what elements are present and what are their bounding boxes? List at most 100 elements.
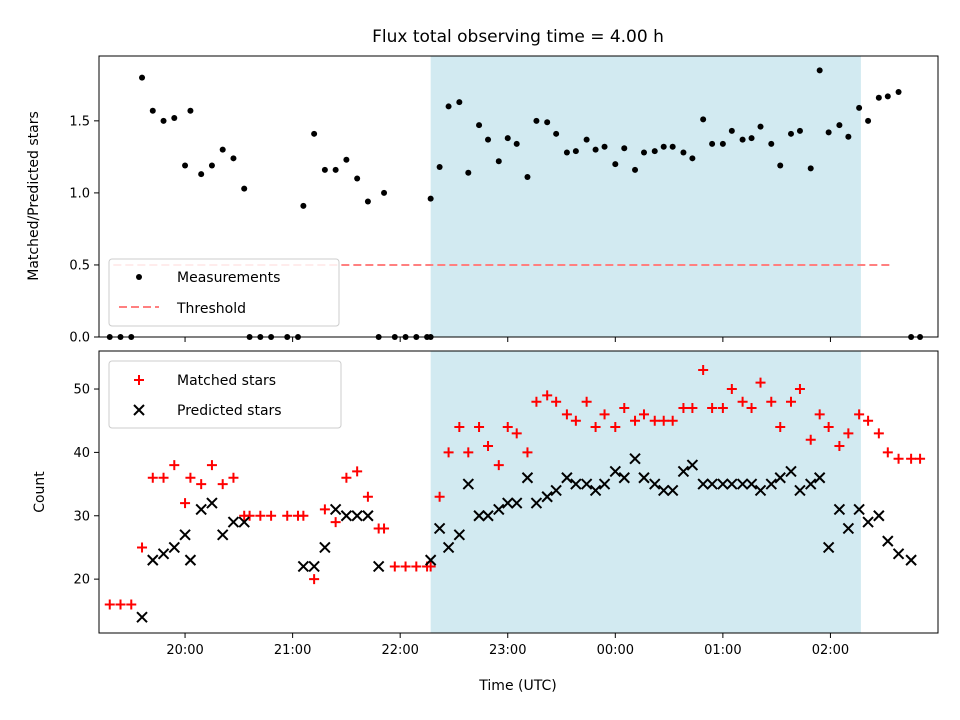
matched-star-point — [834, 441, 845, 452]
top-panel: 0.0 0.5 1.0 1.5 Measurements Threshold — [69, 55, 939, 346]
predicted-star-point — [351, 510, 363, 522]
predicted-star-point — [658, 484, 670, 497]
predicted-star-point — [580, 478, 593, 490]
predicted-star-point — [473, 510, 485, 522]
matched-star-point — [726, 384, 737, 395]
predicted-star-point — [629, 453, 641, 465]
measurement-point — [553, 130, 560, 137]
bottom-y-tick-label: 20 — [73, 573, 90, 588]
matched-star-point — [531, 396, 542, 407]
predicted-star-point — [785, 465, 797, 478]
predicted-star-point — [442, 541, 455, 554]
predicted-star-point — [842, 522, 855, 535]
predicted-star-point — [482, 510, 494, 522]
matched-star-point — [228, 472, 239, 483]
matched-star-point — [244, 510, 255, 521]
bottom-x-tick-label: 00:00 — [597, 643, 634, 658]
measurement-point — [875, 94, 882, 101]
matched-star-point — [309, 574, 320, 585]
top-y-tick-label: 0.5 — [69, 258, 90, 273]
predicted-star-point — [179, 529, 191, 541]
matched-star-point — [319, 504, 330, 515]
measurement-point — [198, 171, 205, 178]
legend-threshold-label: Threshold — [176, 301, 246, 317]
predicted-star-point — [765, 478, 777, 490]
matched-star-point — [379, 523, 390, 534]
predicted-star-point — [462, 478, 475, 490]
bottom-frame — [98, 350, 939, 634]
measurement-point — [332, 166, 339, 173]
measurement-point — [171, 114, 178, 121]
matched-star-point — [474, 422, 485, 433]
predicted-star-point — [541, 491, 553, 503]
matched-star-point — [362, 491, 373, 502]
measurement-point — [139, 74, 146, 81]
matched-star-point — [411, 561, 422, 572]
measurement-point — [187, 107, 194, 114]
predicted-star-point — [726, 478, 738, 490]
measurement-point — [343, 156, 350, 163]
predicted-star-point — [736, 478, 749, 490]
measurement-point — [456, 99, 463, 106]
measurement-point — [513, 140, 520, 147]
matched-star-point — [667, 415, 678, 426]
bottom-shaded-interval — [430, 351, 861, 633]
measurement-point — [689, 155, 696, 162]
predicted-star-point — [136, 611, 148, 623]
predicted-star-point — [686, 459, 699, 471]
bottom-y-tick-label: 50 — [73, 383, 90, 398]
predicted-star-point — [168, 541, 181, 554]
predicted-star-point — [433, 522, 446, 535]
predicted-star-point — [598, 478, 611, 490]
matched-star-point — [678, 403, 689, 414]
matched-star-point — [785, 396, 796, 407]
bottom-y-tick-label: 40 — [73, 446, 90, 461]
measurement-point — [381, 189, 388, 196]
top-y-tick-label: 0.0 — [69, 331, 90, 346]
matched-star-point — [443, 447, 454, 458]
measurement-point — [640, 149, 647, 156]
matched-star-point — [196, 479, 207, 490]
bottom-y-tick-label: 30 — [73, 509, 90, 524]
predicted-star-point — [873, 510, 885, 522]
matched-star-point — [169, 460, 180, 471]
matched-star-point — [147, 472, 158, 483]
matched-star-point — [493, 460, 504, 471]
top-frame — [98, 55, 939, 338]
measurement-point — [632, 166, 639, 173]
measurement-point — [321, 166, 328, 173]
matched-star-point — [658, 415, 669, 426]
measurement-point — [601, 143, 608, 150]
predicted-star-point — [362, 510, 374, 522]
measurement-point — [856, 104, 863, 111]
measurement-point — [884, 93, 891, 100]
top-y-axis-label: Matched/Predicted stars — [26, 111, 42, 281]
legend-matched-marker — [134, 375, 144, 385]
measurement-point — [465, 169, 472, 176]
matched-star-point — [698, 365, 709, 376]
matched-star-point — [630, 415, 641, 426]
predicted-star-point — [754, 484, 767, 497]
predicted-star-point — [805, 478, 817, 490]
matched-star-point — [206, 460, 217, 471]
measurement-point — [504, 135, 511, 142]
matched-star-point — [463, 447, 474, 458]
predicted-star-point — [308, 560, 320, 573]
matched-star-point — [581, 396, 592, 407]
predicted-star-point — [510, 497, 523, 509]
measurement-point — [651, 148, 658, 155]
predicted-star-point — [570, 478, 582, 490]
matched-star-point — [126, 599, 137, 610]
measurement-point — [354, 175, 361, 182]
matched-star-point — [590, 422, 601, 433]
matched-star-point — [502, 422, 513, 433]
measurement-point — [544, 119, 551, 126]
matched-star-point — [352, 466, 363, 477]
measurement-point — [533, 117, 540, 124]
matched-star-point — [389, 561, 400, 572]
matched-star-point — [737, 396, 748, 407]
matched-star-point — [893, 453, 904, 464]
measurement-point — [680, 149, 687, 156]
matched-star-point — [638, 409, 649, 420]
matched-star-point — [522, 447, 533, 458]
